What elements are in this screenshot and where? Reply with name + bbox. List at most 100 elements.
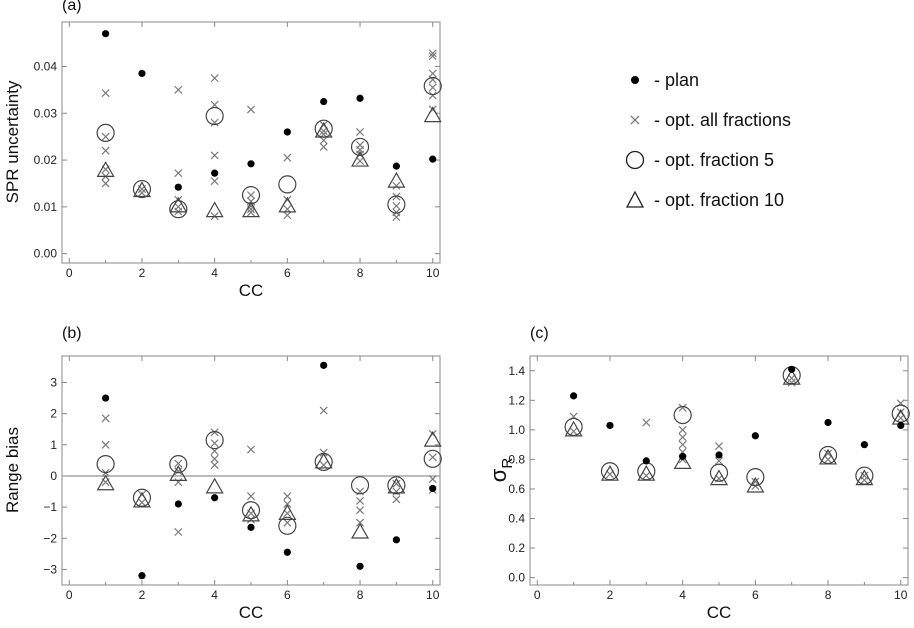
point-opt-all — [101, 146, 110, 155]
point-opt-all — [246, 492, 256, 501]
point-plan — [247, 160, 255, 168]
y-tick-label: 0 — [50, 469, 57, 483]
point-fraction-10 — [96, 161, 115, 177]
plot-frame — [61, 21, 441, 264]
x-tick-label: 4 — [211, 266, 218, 280]
point-opt-all — [678, 425, 687, 434]
point-fraction-5 — [314, 452, 333, 472]
point-opt-all — [787, 378, 796, 387]
x-tick-label: 6 — [284, 588, 291, 602]
point-plan — [392, 536, 400, 544]
point-fraction-10 — [387, 477, 406, 494]
point-opt-all — [210, 177, 219, 186]
y-tick-label: 0.0 — [508, 571, 525, 585]
legend-item-fraction-5: - opt. fraction 5 — [620, 140, 900, 180]
point-opt-all — [174, 528, 183, 537]
legend-item-fraction-10: - opt. fraction 10 — [620, 180, 900, 220]
point-plan — [824, 418, 832, 427]
point-opt-all — [101, 179, 110, 188]
legend: - plan - opt. all fractions - opt. fract… — [620, 60, 900, 220]
x-axis-label: CC — [239, 603, 264, 622]
legend-label: - opt. fraction 10 — [654, 189, 785, 210]
point-opt-all — [174, 467, 183, 476]
point-fraction-5 — [673, 405, 692, 425]
point-fraction-10 — [132, 491, 151, 508]
point-opt-all — [678, 433, 687, 442]
x-tick-label: 0 — [66, 266, 73, 280]
point-opt-all — [642, 418, 651, 427]
x-axis-label: CC — [239, 281, 264, 300]
point-fraction-5 — [350, 137, 370, 157]
point-fraction-10 — [205, 477, 224, 494]
legend-label: - opt. all fractions — [654, 109, 792, 130]
point-fraction-10 — [673, 453, 692, 469]
point-fraction-5 — [278, 175, 297, 194]
x-tick-label: 10 — [894, 588, 908, 602]
point-opt-all — [896, 414, 905, 423]
point-opt-all — [356, 496, 365, 505]
y-tick-label: 0.01 — [34, 200, 58, 214]
point-opt-all — [283, 518, 292, 527]
point-opt-all — [428, 75, 437, 84]
y-tick-label: 0.00 — [34, 247, 58, 261]
point-opt-all — [428, 91, 437, 100]
point-plan — [642, 457, 650, 465]
point-plan — [283, 548, 291, 556]
point-opt-all — [174, 459, 183, 468]
point-opt-all — [283, 492, 292, 501]
point-opt-all — [210, 461, 219, 470]
x-tick-label: 2 — [139, 266, 146, 280]
point-opt-all — [101, 440, 110, 449]
point-opt-all — [283, 499, 292, 509]
point-fraction-10 — [96, 474, 115, 491]
point-opt-all — [392, 479, 401, 488]
point-fraction-10 — [169, 196, 188, 213]
point-fraction-10 — [423, 106, 442, 123]
point-opt-all — [428, 49, 437, 58]
point-plan — [174, 183, 182, 191]
point-opt-all — [569, 427, 578, 436]
point-opt-all — [210, 454, 219, 463]
x-tick-label: 4 — [211, 588, 218, 602]
x-tick-label: 4 — [679, 588, 686, 602]
plot-frame — [61, 355, 441, 586]
point-fraction-10 — [387, 171, 406, 188]
point-opt-all — [824, 449, 833, 458]
point-opt-all — [101, 132, 110, 141]
point-opt-all — [101, 414, 110, 423]
point-fraction-5 — [746, 468, 765, 487]
y-tick-label: 0.02 — [34, 153, 58, 167]
x-tick-label: 0 — [66, 588, 73, 602]
legend-label: - plan — [654, 69, 700, 90]
y-tick-label: 0.8 — [508, 452, 525, 466]
point-opt-all — [210, 439, 219, 448]
point-opt-all — [210, 151, 219, 160]
x-tick-label: 0 — [534, 588, 541, 602]
point-opt-all — [210, 118, 219, 127]
point-opt-all — [319, 448, 328, 457]
point-fraction-5 — [564, 417, 583, 437]
point-opt-all — [174, 169, 183, 178]
panel-label: (c) — [530, 325, 549, 342]
point-plan — [138, 69, 146, 78]
point-plan — [320, 97, 328, 106]
x-axis-label: CC — [707, 603, 732, 622]
point-fraction-10 — [709, 469, 729, 486]
point-opt-all — [714, 442, 724, 451]
point-opt-all — [174, 478, 183, 487]
x-tick-label: 6 — [284, 266, 291, 280]
point-opt-all — [678, 440, 687, 449]
y-tick-label: 1.2 — [508, 393, 525, 407]
point-fraction-5 — [709, 463, 729, 482]
y-axis-label: SPR uncertainty — [3, 80, 22, 203]
point-fraction-10 — [205, 201, 224, 218]
y-tick-label: 3 — [50, 375, 57, 389]
point-opt-all — [319, 142, 328, 151]
point-fraction-5 — [423, 449, 442, 468]
y-axis-label: σR — [486, 458, 516, 483]
point-fraction-5 — [205, 106, 224, 126]
point-fraction-5 — [169, 455, 188, 474]
y-tick-label: 0.04 — [34, 59, 58, 73]
point-fraction-5 — [96, 455, 115, 474]
point-fraction-10 — [351, 522, 370, 539]
